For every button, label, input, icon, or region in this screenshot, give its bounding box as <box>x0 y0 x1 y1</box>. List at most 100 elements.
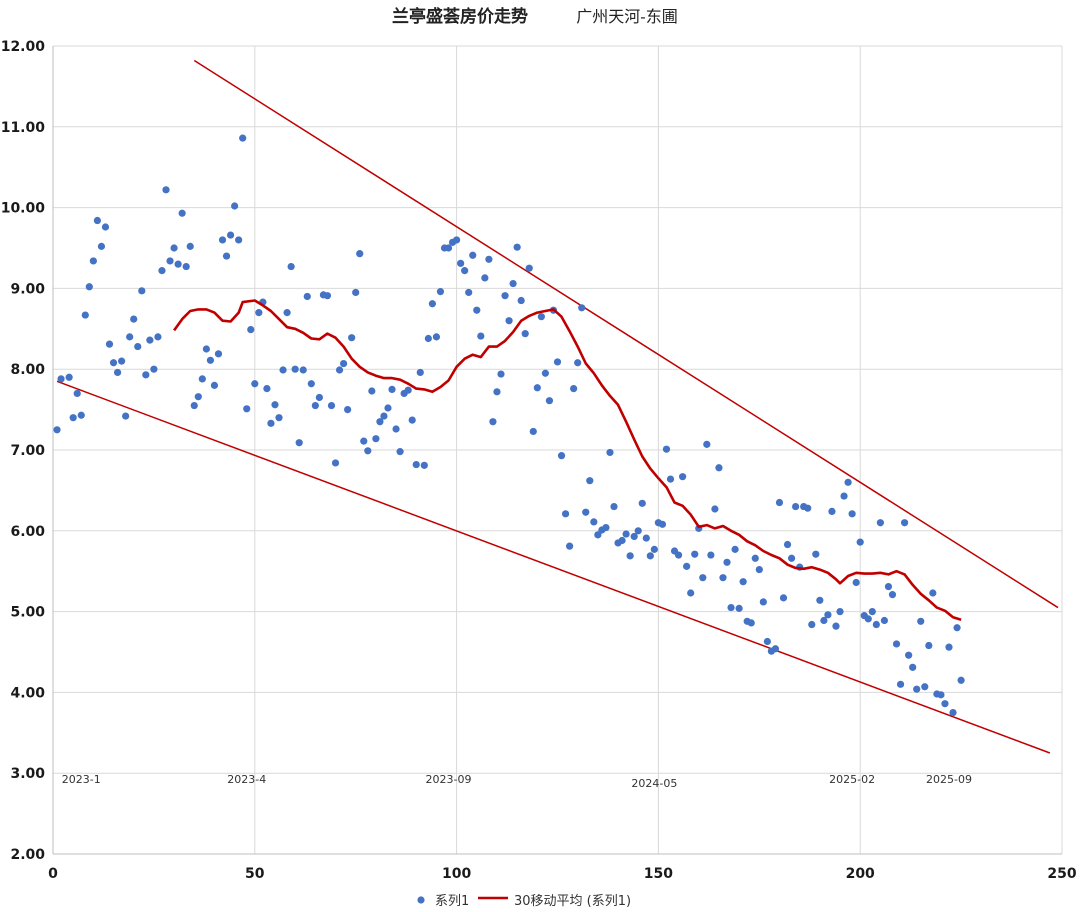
data-point <box>658 520 667 528</box>
data-point <box>376 418 384 426</box>
data-point <box>630 532 638 541</box>
data-point <box>905 651 913 659</box>
data-point <box>650 545 658 553</box>
data-point <box>921 683 929 691</box>
data-point <box>307 380 315 388</box>
data-point <box>323 292 332 300</box>
data-point <box>533 384 541 392</box>
data-point <box>606 448 614 457</box>
data-point <box>771 645 780 653</box>
data-point <box>420 461 428 469</box>
data-point <box>239 134 247 142</box>
data-point <box>416 368 424 377</box>
date-annotation: 2025-09 <box>926 773 972 786</box>
data-point <box>840 492 848 500</box>
date-annotation: 2025-02 <box>829 773 875 786</box>
data-point <box>884 582 893 591</box>
data-point <box>170 244 178 252</box>
data-point <box>481 274 489 282</box>
data-point <box>674 551 683 559</box>
y-tick-label: 3.00 <box>10 766 45 782</box>
y-tick-label: 7.00 <box>10 443 45 459</box>
data-point <box>380 412 388 420</box>
y-tick-label: 11.00 <box>1 120 46 136</box>
data-point <box>525 264 533 272</box>
data-point <box>327 401 336 410</box>
data-point <box>105 340 114 348</box>
trendlines <box>56 59 1059 754</box>
data-point <box>832 622 840 630</box>
data-point <box>634 527 642 535</box>
x-tick-label: 50 <box>245 866 265 882</box>
y-tick-label: 4.00 <box>10 685 45 701</box>
data-point <box>251 380 259 388</box>
data-point <box>792 502 800 511</box>
data-point <box>783 540 792 549</box>
date-annotation: 2023-1 <box>62 773 101 786</box>
data-point <box>731 545 739 553</box>
x-tick-label: 250 <box>1047 866 1076 882</box>
y-tick-label: 6.00 <box>10 524 45 540</box>
data-point <box>186 242 194 250</box>
data-point <box>804 504 812 512</box>
data-point <box>303 292 311 301</box>
data-point <box>235 236 243 244</box>
data-point <box>388 385 396 393</box>
data-point <box>182 262 190 271</box>
data-point <box>747 619 755 627</box>
data-point <box>941 700 949 708</box>
data-point <box>348 334 356 342</box>
data-point <box>384 404 392 412</box>
data-point <box>836 608 844 616</box>
y-tick-label: 12.00 <box>1 39 46 55</box>
data-point <box>81 311 89 319</box>
data-point <box>699 574 707 582</box>
data-point <box>408 416 416 424</box>
data-point <box>339 359 348 368</box>
data-point <box>146 336 154 344</box>
data-point <box>541 369 549 377</box>
x-tick-label: 200 <box>846 866 875 882</box>
data-point <box>900 519 909 527</box>
data-point <box>505 317 513 325</box>
data-point <box>727 603 735 612</box>
data-point <box>513 243 521 251</box>
data-point <box>335 366 344 374</box>
data-point <box>392 425 400 433</box>
data-point <box>190 401 198 410</box>
data-point <box>465 288 473 297</box>
data-point <box>626 552 634 560</box>
data-point <box>174 260 182 268</box>
data-point <box>622 530 630 538</box>
data-point <box>945 643 953 651</box>
data-point <box>715 464 723 472</box>
data-point <box>888 591 897 599</box>
data-point <box>154 333 162 341</box>
data-point <box>816 596 824 604</box>
data-point <box>412 460 420 469</box>
data-point <box>711 505 719 513</box>
data-point <box>775 498 784 507</box>
date-annotation: 2023-09 <box>426 773 472 786</box>
data-point <box>642 534 650 542</box>
data-point <box>566 542 574 550</box>
data-point <box>210 381 219 389</box>
data-point <box>739 578 747 586</box>
axes <box>52 46 1062 855</box>
chart-title: 兰亭盛荟房价走势 <box>392 6 528 27</box>
data-point <box>703 440 711 448</box>
data-point <box>896 680 905 688</box>
data-point <box>404 386 412 394</box>
data-point <box>130 315 138 323</box>
data-point <box>578 304 586 312</box>
data-point <box>202 345 210 353</box>
data-point <box>820 616 828 625</box>
data-point <box>122 412 130 420</box>
data-point <box>231 202 239 210</box>
data-point <box>925 641 933 650</box>
data-point <box>876 519 884 527</box>
data-point <box>255 309 263 317</box>
data-point <box>557 452 566 460</box>
data-point <box>331 459 340 467</box>
